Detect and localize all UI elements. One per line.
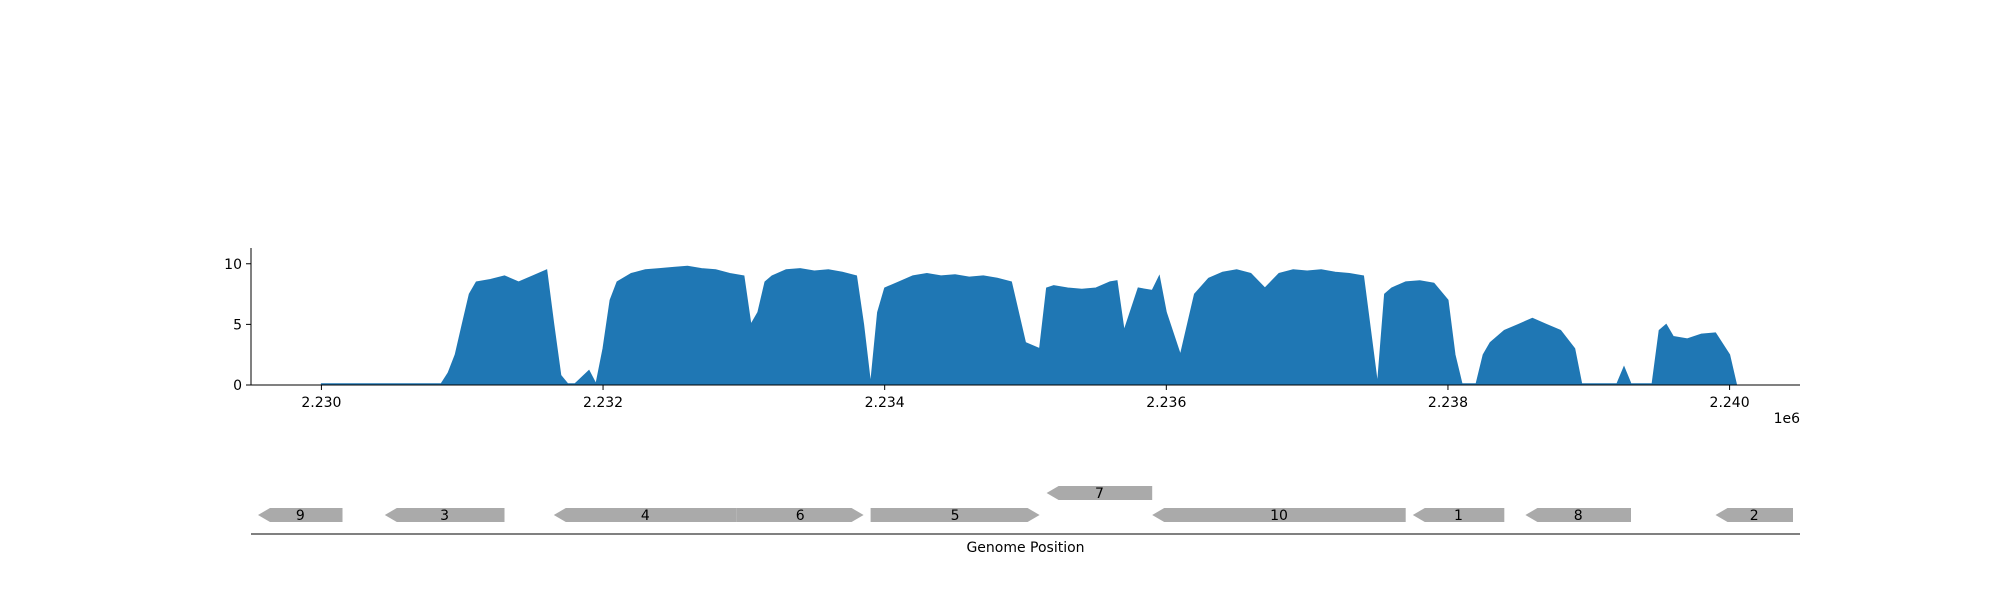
coverage-area-series: [320, 265, 1738, 386]
gene-label: 9: [296, 508, 305, 524]
x-tick-label: 2.238: [1428, 395, 1468, 411]
gene-arrow: [1046, 486, 1153, 500]
gene-arrow: [1412, 508, 1505, 522]
gene-label: 3: [440, 508, 449, 524]
gene-label: 10: [1270, 508, 1288, 524]
gene-arrow: [1525, 508, 1631, 522]
y-tick-label: 10: [224, 257, 242, 273]
gene-arrows: 9 3 4 6 5 7 10 1 8 2: [258, 486, 1793, 524]
x-axis-offset-label: 1e6: [1774, 411, 1801, 427]
x-tick-label: 2.230: [301, 395, 341, 411]
coverage-plot: 2.230 2.232 2.234 2.236 2.238 2.240 0 5 10 1e6: [224, 248, 1800, 427]
gene-label: 7: [1095, 486, 1104, 502]
gene-label: 6: [796, 508, 805, 524]
x-tick-label: 2.240: [1710, 395, 1750, 411]
x-tick-label: 2.234: [865, 395, 905, 411]
gene-label: 5: [951, 508, 960, 524]
x-tick-label: 2.236: [1146, 395, 1186, 411]
gene-label: 2: [1750, 508, 1759, 524]
gene-label: 4: [641, 508, 650, 524]
x-tick-label: 2.232: [583, 395, 623, 411]
gene-arrow: [736, 508, 864, 522]
y-tick-label: 5: [233, 317, 242, 333]
gene-label: 8: [1574, 508, 1583, 524]
gene-arrow: [384, 508, 505, 522]
gene-arrow: [1152, 508, 1406, 522]
x-axis-title: Genome Position: [966, 540, 1084, 556]
gene-arrow: [1715, 508, 1793, 522]
y-axis-ticks: 0 5 10: [224, 257, 251, 394]
gene-arrow: [258, 508, 343, 522]
x-axis-ticks: 2.230 2.232 2.234 2.236 2.238 2.240: [301, 385, 1750, 411]
gene-map-track: 9 3 4 6 5 7 10 1 8 2 Genome Position: [251, 486, 1800, 556]
gene-arrow: [553, 508, 737, 522]
gene-label: 1: [1454, 508, 1463, 524]
gene-arrow: [870, 508, 1040, 522]
y-tick-label: 0: [233, 378, 242, 394]
